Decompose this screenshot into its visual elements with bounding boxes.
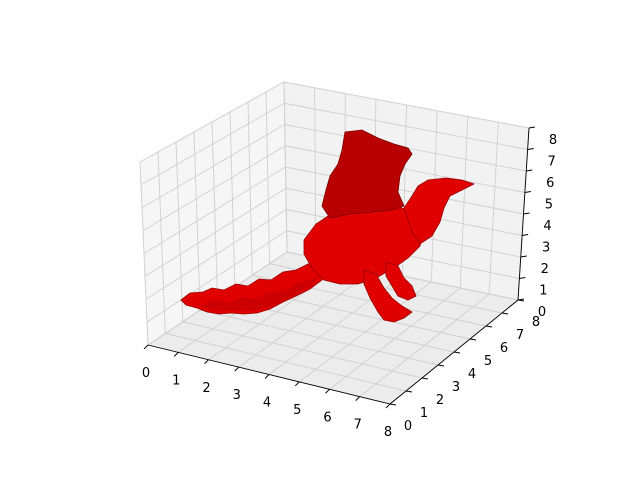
x-tick (143, 344, 149, 350)
grid-left-z (139, 81, 285, 163)
x-tick (234, 366, 240, 372)
grid-left-y (265, 91, 271, 264)
z-tick (519, 277, 526, 279)
x-tick (355, 396, 361, 401)
z-tick-label: 3 (542, 241, 550, 256)
x-tick-label: 6 (323, 410, 331, 425)
x-tick (385, 403, 391, 409)
grid-back-x (459, 116, 469, 289)
tick-marks (143, 126, 536, 409)
z-tick (528, 126, 536, 129)
x-tick-label: 4 (263, 396, 271, 411)
z-tick-label: 1 (539, 284, 547, 299)
y-tick-label: 6 (500, 341, 508, 356)
grid-floor-x (359, 293, 490, 397)
x-tick (325, 388, 330, 394)
z-tick-label: 4 (543, 219, 551, 234)
grid-floor-x (329, 287, 461, 390)
grid-back-z (284, 102, 528, 150)
x-tick (264, 374, 270, 379)
grid-back-z (285, 166, 524, 215)
grid-left-z (143, 166, 286, 254)
x-tick-label: 7 (354, 418, 362, 433)
dragon-tail-shade (200, 273, 320, 311)
z-tick-label: 5 (545, 198, 553, 213)
y-tick (421, 377, 429, 380)
grid-left-y (283, 81, 288, 253)
z-tick-label: 2 (541, 262, 549, 277)
y-tick-label: 7 (516, 328, 524, 343)
x-tick-label: 1 (172, 373, 180, 388)
y-tick-label: 1 (420, 406, 428, 421)
x-tick (294, 381, 300, 387)
z-tick-label: 0 (538, 305, 546, 320)
x-tick-label: 2 (202, 381, 210, 396)
dragon-front-leg (363, 269, 413, 323)
y-tick-label: 3 (452, 380, 460, 395)
z-tick-label: 6 (546, 176, 554, 191)
grid-left-z (140, 102, 285, 186)
z-tick (522, 234, 529, 236)
grid-left-z (141, 124, 285, 209)
x-tick (204, 359, 209, 365)
z-tick (523, 212, 530, 215)
x-tick-label: 0 (142, 366, 150, 381)
voxel-dragon (180, 129, 476, 323)
y-tick-label: 2 (436, 393, 444, 408)
y-tick (437, 364, 445, 367)
z-tick (517, 298, 525, 301)
y-tick (485, 325, 493, 328)
grid-back-z (283, 81, 530, 129)
x-tick-label: 8 (384, 425, 392, 440)
z-tick-label: 7 (547, 155, 555, 170)
grid-back-z (285, 145, 525, 193)
z-tick-label: 8 (549, 133, 557, 148)
y-tick (405, 390, 413, 393)
z-tick (526, 169, 533, 172)
y-tick-label: 5 (484, 354, 492, 369)
z-tick (527, 148, 534, 150)
z-tick (524, 191, 531, 193)
dragon-back-leg (385, 261, 417, 301)
y-tick-label: 4 (468, 367, 476, 382)
dragon-neck (403, 177, 476, 245)
x-tick (173, 352, 179, 357)
grid-left-y (229, 111, 236, 287)
grid-left-y (247, 101, 253, 276)
y-tick (501, 312, 509, 315)
y-tick-label: 8 (532, 315, 540, 330)
x-tick-label: 3 (233, 388, 241, 403)
y-tick (389, 403, 397, 406)
y-tick (469, 338, 477, 341)
y-tick (453, 351, 461, 354)
grid-back-x (488, 122, 499, 295)
dragon-wing (321, 129, 413, 219)
x-tick-label: 5 (293, 403, 301, 418)
grid-left-z (142, 145, 286, 232)
z-tick (520, 255, 527, 258)
y-tick-label: 0 (404, 419, 412, 434)
